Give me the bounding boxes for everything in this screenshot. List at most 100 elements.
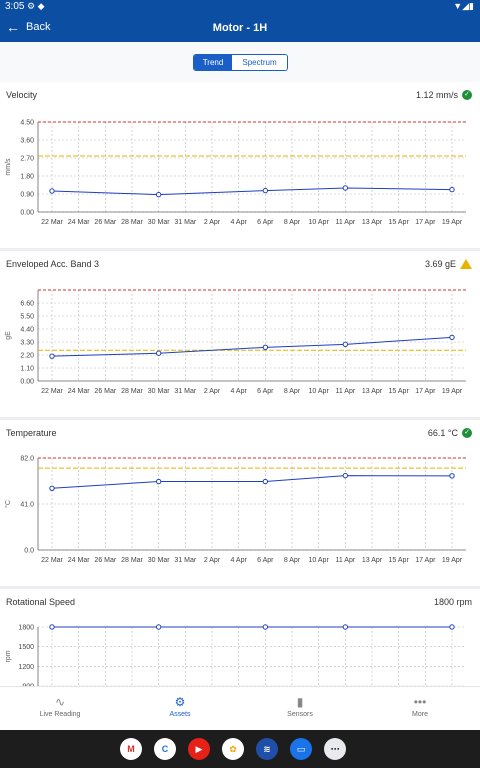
rotational-speed-card[interactable]: 1800 1500 1200 900 rpm Rotational Speed 1800… — [0, 589, 480, 686]
x-tick-label: 15 Apr — [389, 388, 410, 395]
x-tick-label: 17 Apr — [415, 557, 436, 564]
y-tick-label: 6.60 — [20, 301, 34, 308]
velocity-card[interactable]: 4.50 3.60 2.70 1.80 0.90 0.00 mm/s 22 Mar 24 Mar… — [0, 82, 480, 248]
enveloped-acc-card[interactable]: 6.60 5.50 4.40 3.30 2.20 1.10 0.00 gE 22 Mar 24 M… — [0, 251, 480, 417]
y-tick-label: 0.0 — [24, 548, 34, 555]
y-tick-label: 82.0 — [20, 456, 34, 463]
data-point — [262, 478, 269, 485]
x-tick-label: 22 Mar — [41, 219, 63, 226]
x-tick-label: 31 Mar — [174, 388, 196, 395]
x-tick-label: 22 Mar — [41, 557, 63, 564]
nav-label: Live Reading — [39, 711, 81, 718]
x-tick-label: 4 Apr — [230, 388, 247, 395]
x-tick-label: 11 Apr — [335, 388, 355, 395]
temperature-value: 66.1 °C — [427, 428, 458, 438]
series-line — [51, 475, 453, 489]
tab-trend[interactable]: Trend — [194, 55, 232, 70]
nav-label: Sensors — [287, 711, 313, 718]
chart-1: 6.60 5.50 4.40 3.30 2.20 1.10 0.00 gE 22 Mar 24 M… — [5, 289, 466, 395]
nav-sensors[interactable]: ▮ Sensors — [240, 687, 360, 730]
back-button[interactable]: ← Back — [6, 20, 50, 34]
data-point — [262, 344, 269, 351]
x-tick-label: 10 Apr — [309, 557, 330, 564]
app-drawer-icon[interactable]: ⋯ — [324, 738, 346, 760]
data-point — [155, 350, 162, 356]
data-point — [342, 185, 349, 191]
x-tick-label: 11 Apr — [335, 219, 355, 226]
warning-icon — [460, 259, 472, 269]
card-value: 1800 rpm — [434, 597, 472, 607]
back-label: Back — [26, 21, 51, 33]
x-tick-label: 17 Apr — [415, 388, 436, 395]
x-tick-label: 28 Mar — [121, 388, 143, 395]
card-title: Enveloped Acc. Band 3 — [6, 259, 100, 269]
card-title: Velocity — [6, 90, 38, 100]
x-tick-label: 13 Apr — [362, 219, 383, 226]
chrome-app-icon[interactable]: C — [154, 738, 176, 760]
x-tick-label: 8 Apr — [284, 219, 301, 226]
y-axis-unit: rpm — [5, 650, 12, 662]
y-tick-label: 41.0 — [20, 502, 34, 509]
data-point — [262, 187, 269, 194]
data-point — [49, 624, 55, 630]
photos-app-icon[interactable]: ✿ — [222, 738, 244, 760]
card-title: Rotational Speed — [6, 597, 76, 607]
gmail-app-icon[interactable]: M — [120, 738, 142, 760]
x-tick-label: 11 Apr — [335, 557, 355, 564]
chart-0: 4.50 3.60 2.70 1.80 0.90 0.00 mm/s 22 Mar 24 Mar… — [5, 120, 466, 226]
x-tick-label: 30 Mar — [148, 388, 170, 395]
youtube-app-icon[interactable]: ▶ — [188, 738, 210, 760]
status-bar: 3:05 ⚙ ◆ ▼◢▮ — [0, 0, 480, 14]
view-toggle-bar: Trend Spectrum — [0, 42, 480, 82]
pulse-icon: ∿ — [54, 695, 66, 709]
x-tick-label: 8 Apr — [284, 557, 301, 564]
data-point — [449, 473, 455, 479]
nav-assets[interactable]: ⚙ Assets — [120, 687, 240, 730]
x-tick-label: 13 Apr — [362, 388, 383, 395]
y-tick-label: 1800 — [18, 625, 34, 632]
x-tick-label: 13 Apr — [362, 557, 383, 564]
status-time: 3:05 — [5, 1, 25, 12]
card-title: Temperature — [6, 428, 57, 438]
sensor-app-icon[interactable]: ≋ — [256, 738, 278, 760]
nav-more[interactable]: ••• More — [360, 687, 480, 730]
status-ok-icon: ✓ — [462, 428, 472, 438]
x-tick-label: 28 Mar — [121, 557, 143, 564]
x-tick-label: 30 Mar — [148, 557, 170, 564]
nav-label: Assets — [169, 711, 191, 718]
y-tick-label: 1.10 — [20, 366, 34, 373]
motor-icon: ⚙ — [174, 695, 186, 709]
messages-app-icon[interactable]: ▭ — [290, 738, 312, 760]
page-title: Motor - 1H — [212, 22, 268, 34]
x-tick-label: 19 Apr — [442, 557, 463, 564]
x-tick-label: 10 Apr — [309, 219, 330, 226]
y-tick-label: 1200 — [18, 664, 34, 671]
x-tick-label: 19 Apr — [442, 219, 463, 226]
sensor-icon: ▮ — [296, 695, 304, 709]
nav-live-reading[interactable]: ∿ Live Reading — [0, 687, 120, 730]
y-tick-label: 0.00 — [20, 379, 34, 386]
back-arrow-icon: ← — [6, 19, 20, 35]
x-tick-label: 24 Mar — [68, 219, 90, 226]
x-tick-label: 30 Mar — [148, 219, 170, 226]
tab-spectrum[interactable]: Spectrum — [232, 55, 287, 70]
velocity-value: 1.12 mm/s — [415, 90, 458, 100]
data-point — [449, 186, 455, 193]
data-point — [342, 624, 349, 630]
x-tick-label: 4 Apr — [230, 219, 247, 226]
series-line — [51, 187, 453, 196]
y-tick-label: 4.50 — [20, 120, 34, 127]
x-tick-label: 26 Mar — [94, 388, 116, 395]
y-tick-label: 2.20 — [20, 353, 34, 360]
x-tick-label: 26 Mar — [94, 219, 116, 226]
enveloped-acc-value: 3.69 gE — [424, 259, 456, 269]
status-ok-icon: ✓ — [462, 90, 472, 100]
card-value: 1.12 mm/s ✓ — [416, 90, 472, 100]
temperature-card[interactable]: 82.0 41.0 0.0 °C 22 Mar 24 Mar 26 Mar 28 Mar 30 … — [0, 420, 480, 586]
x-tick-label: 31 Mar — [174, 557, 196, 564]
view-toggle: Trend Spectrum — [193, 54, 288, 71]
card-value: 3.69 gE — [425, 259, 472, 269]
x-tick-label: 24 Mar — [68, 557, 90, 564]
app-bar: ← Back Motor - 1H — [0, 14, 480, 42]
x-tick-label: 22 Mar — [41, 388, 63, 395]
